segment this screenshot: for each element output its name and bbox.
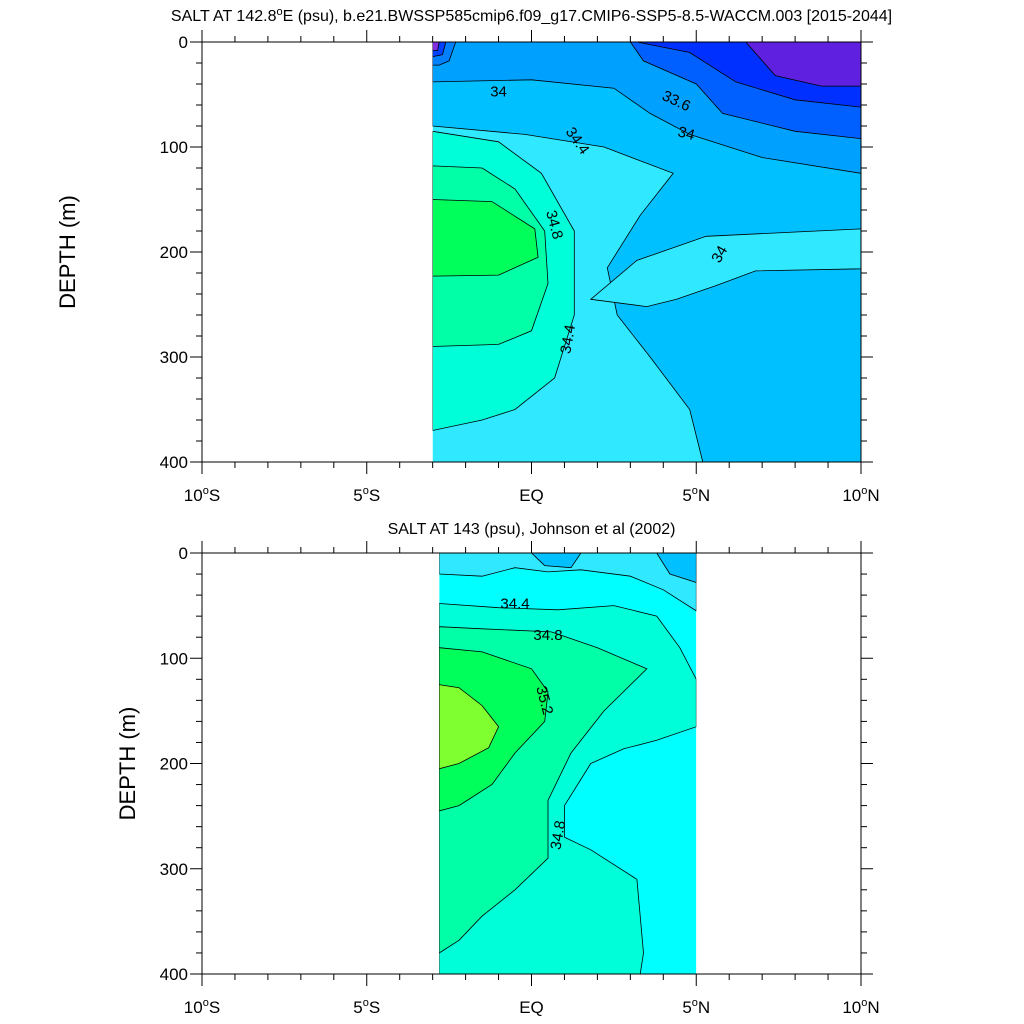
y-tick-label: 200 <box>160 755 188 774</box>
contour-line <box>589 228 861 308</box>
contour-label: 34 <box>490 83 507 100</box>
contour-line <box>439 626 648 954</box>
contour-line <box>439 647 549 812</box>
x-tick-label: 5oN <box>682 997 710 1017</box>
x-tick-label: 10oN <box>842 485 879 505</box>
contour-line <box>432 42 457 66</box>
y-tick-label: 300 <box>160 860 188 879</box>
contour-label: 35.2 <box>532 684 556 717</box>
x-tick-label: EQ <box>519 486 544 505</box>
contour-line <box>432 165 549 347</box>
y-axis-title: DEPTH (m) <box>115 707 140 821</box>
contour-label: 34.4 <box>557 323 579 355</box>
contour-label: 34.8 <box>547 819 569 851</box>
salinity-region <box>590 228 861 307</box>
contour-line <box>439 603 697 974</box>
contour-line <box>432 199 539 277</box>
y-tick-label: 100 <box>160 138 188 157</box>
salinity-region <box>439 553 697 611</box>
bottom-salinity-panel: 10oS 5oS EQ 5oN 10oN 0 100 200 300 400 DEPTH (m) SA… <box>115 521 880 1017</box>
contour-label: 34.8 <box>542 209 566 242</box>
top-salinity-panel: 10oS 5oS EQ 5oN 10oN 0 100 200 300 400 DEPTH (m) SA… <box>55 6 892 505</box>
contour-line <box>432 42 440 51</box>
salinity-region <box>656 553 697 583</box>
y-tick-label: 400 <box>160 965 188 984</box>
contour-line <box>432 42 447 58</box>
contour-line <box>432 130 575 431</box>
x-tick-label: 10oS <box>184 485 220 505</box>
contour-line <box>432 42 861 174</box>
salinity-region <box>745 42 861 87</box>
contour-label: 34 <box>676 123 697 144</box>
contour-line <box>629 42 861 140</box>
panel-title: SALT AT 142.8oE (psu), b.e21.BWSSP585cmi… <box>171 6 892 25</box>
contour-label: 34 <box>708 243 731 266</box>
contour-line <box>636 42 861 108</box>
x-tick-label: 10oS <box>184 997 220 1017</box>
x-tick-label: 5oS <box>353 997 380 1017</box>
salinity-region <box>432 42 440 51</box>
y-axis-title: DEPTH (m) <box>55 195 80 309</box>
contour-line <box>745 42 861 87</box>
y-tick-label: 0 <box>179 33 188 52</box>
y-tick-label: 200 <box>160 243 188 262</box>
contour-field <box>439 553 697 974</box>
x-tick-label: 5oS <box>353 485 380 505</box>
contour-line <box>530 553 582 569</box>
y-tick-label: 300 <box>160 348 188 367</box>
contour-line <box>439 553 697 612</box>
contour-label: 34.8 <box>533 627 562 644</box>
salinity-region <box>531 553 581 568</box>
contour-line <box>439 684 500 770</box>
y-tick-label: 400 <box>160 453 188 472</box>
contour-label: 34.4 <box>500 596 529 613</box>
y-tick-label: 0 <box>179 544 188 563</box>
contour-line <box>656 553 697 583</box>
salinity-region <box>432 199 539 277</box>
contour-field <box>432 42 861 462</box>
salinity-region <box>439 684 499 769</box>
x-tick-label: 5oN <box>682 485 710 505</box>
x-tick-label: 10oN <box>842 997 879 1017</box>
x-tick-label: EQ <box>519 998 544 1017</box>
panel-title: SALT AT 143 (psu), Johnson et al (2002) <box>388 521 676 538</box>
y-tick-label: 100 <box>160 649 188 668</box>
